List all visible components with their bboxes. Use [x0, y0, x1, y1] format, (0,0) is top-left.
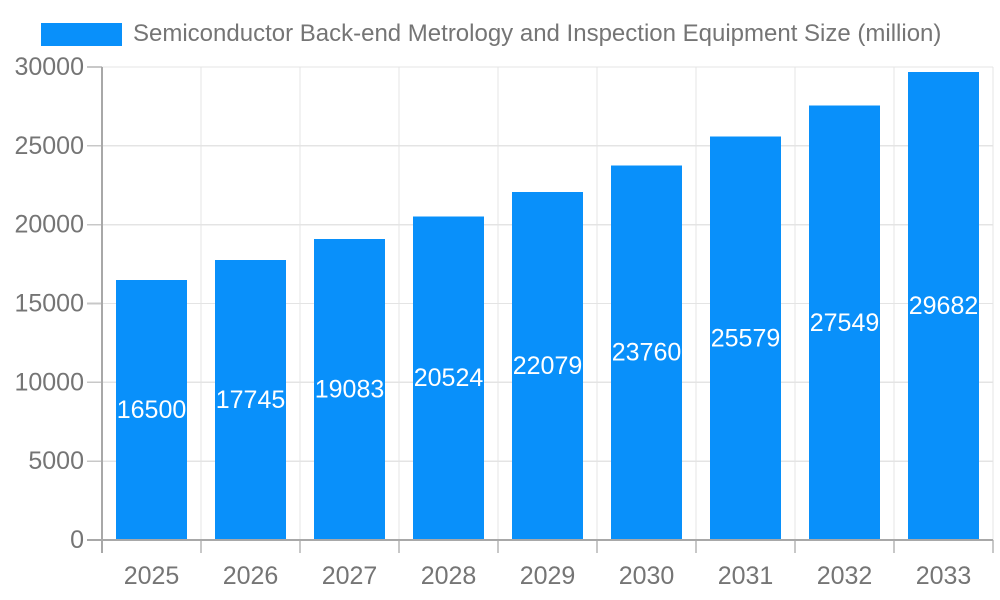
y-tick-label: 20000: [14, 211, 84, 239]
bar-2029[interactable]: [512, 191, 583, 541]
y-tick-label: 5000: [28, 447, 84, 475]
x-tick-label: 2031: [718, 562, 774, 590]
bar-2031[interactable]: [710, 136, 781, 540]
bar-value-label: 16500: [117, 396, 187, 424]
y-tick-label: 30000: [14, 53, 84, 81]
bar-2030[interactable]: [611, 165, 682, 540]
bar-value-label: 19083: [315, 376, 385, 404]
y-tick-label: 15000: [14, 290, 84, 318]
x-tick-label: 2030: [619, 562, 675, 590]
bar-value-label: 17745: [216, 386, 286, 414]
chart-title: Semiconductor Back-end Metrology and Ins…: [133, 20, 942, 47]
bar-value-label: 22079: [513, 352, 583, 380]
x-tick-label: 2029: [520, 562, 576, 590]
bar-value-label: 25579: [711, 324, 781, 352]
bar-2026[interactable]: [215, 260, 286, 540]
bar-2032[interactable]: [809, 105, 880, 540]
x-tick-label: 2026: [223, 562, 279, 590]
x-tick-label: 2025: [124, 562, 180, 590]
x-tick-label: 2032: [817, 562, 873, 590]
bar-2025[interactable]: [116, 279, 187, 540]
y-tick-label: 25000: [14, 132, 84, 160]
x-tick-label: 2028: [421, 562, 477, 590]
y-tick-label: 0: [70, 526, 84, 554]
bar-2027[interactable]: [314, 239, 385, 540]
bar-value-label: 23760: [612, 339, 682, 367]
x-tick-label: 2027: [322, 562, 378, 590]
bar-2028[interactable]: [413, 216, 484, 540]
legend[interactable]: Semiconductor Back-end Metrology and Ins…: [41, 20, 941, 48]
bar-2033[interactable]: [908, 72, 979, 541]
bar-value-label: 27549: [810, 309, 880, 337]
bar-value-label: 20524: [414, 364, 484, 392]
legend-swatch: [41, 22, 122, 46]
x-tick-label: 2033: [916, 562, 972, 590]
bar-value-label: 29682: [909, 292, 979, 320]
y-tick-label: 10000: [14, 368, 84, 396]
